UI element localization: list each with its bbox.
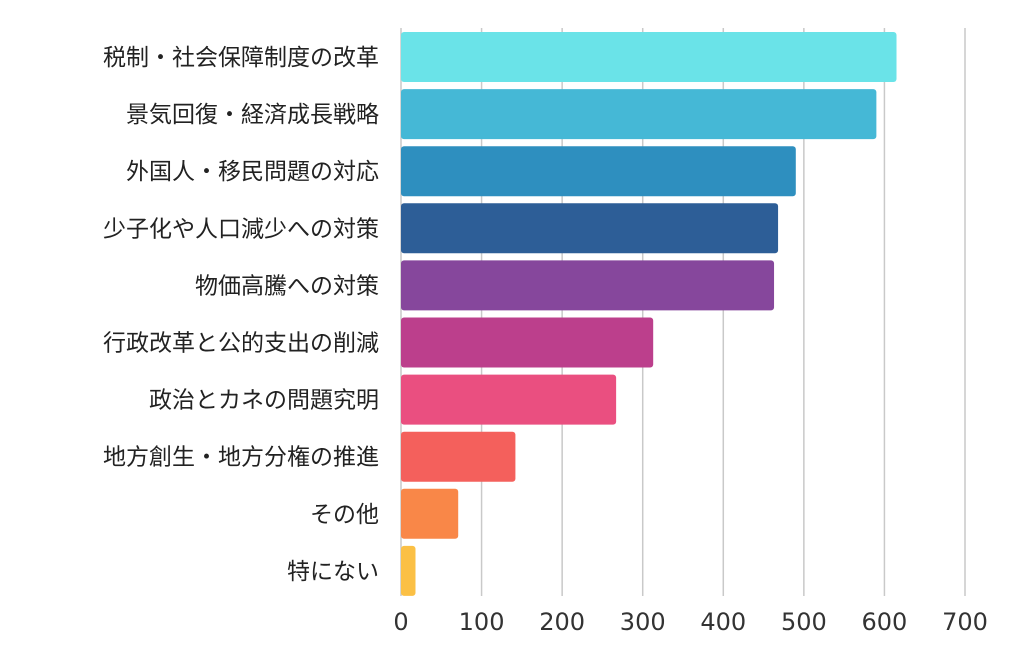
category-label-5: 物価高騰への対策 [195,273,379,299]
x-tick-label-400: 400 [700,608,746,636]
category-label-10: 特にない [287,559,379,585]
category-label-3: 外国人・移民問題の対応 [126,159,379,185]
bar-6 [401,317,654,368]
category-label-7: 政治とカネの問題究明 [149,388,379,414]
category-label-9: その他 [310,502,379,528]
category-labels: 税制・社会保障制度の改革景気回復・経済成長戦略外国人・移民問題の対応少子化や人口… [103,45,379,585]
x-tick-label-100: 100 [459,608,505,636]
x-tick-label-300: 300 [620,608,666,636]
x-tick-label-200: 200 [539,608,585,636]
bars [401,32,897,596]
bar-2 [401,89,877,140]
bar-5 [401,260,775,311]
category-label-8: 地方創生・地方分権の推進 [103,445,379,471]
bar-10 [401,545,416,596]
x-tick-label-0: 0 [393,608,408,636]
bar-9 [401,488,459,539]
x-axis-tick-labels: 0 100 200 300 400 500 600 700 [393,608,988,636]
category-label-1: 税制・社会保障制度の改革 [103,45,379,71]
bar-8 [401,431,516,482]
x-tick-label-600: 600 [862,608,908,636]
category-label-6: 行政改革と公的支出の削減 [103,331,379,357]
category-label-2: 景気回復・経済成長戦略 [126,102,379,128]
category-label-4: 少子化や人口減少への対策 [103,216,379,242]
bar-4 [401,203,779,254]
bar-1 [401,32,897,82]
x-tick-label-700: 700 [942,608,988,636]
x-tick-label-500: 500 [781,608,827,636]
bar-3 [401,146,796,197]
bar-7 [401,374,617,425]
